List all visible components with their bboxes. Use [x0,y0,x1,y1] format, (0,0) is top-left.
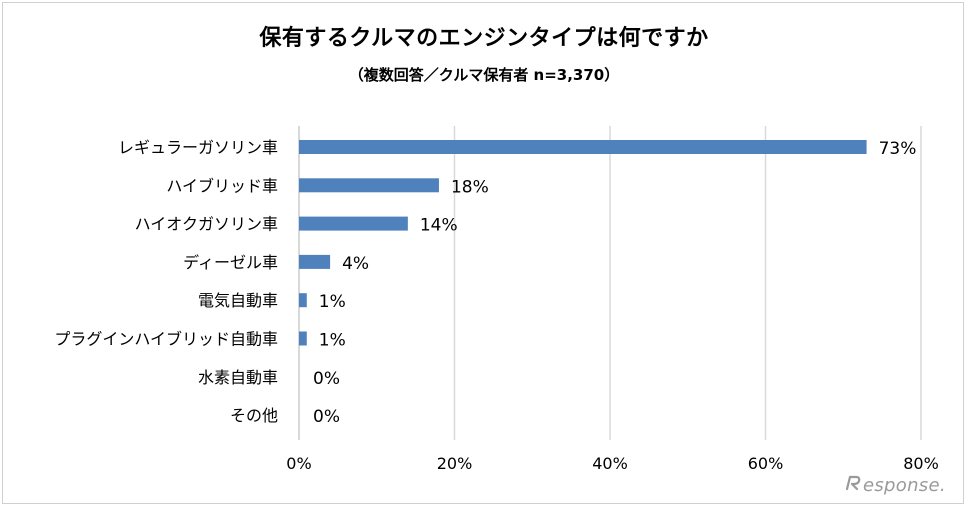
value-label: 1% [319,292,346,312]
value-labels: 73% 18% 14% 4% 1% 1% 0% 0% [313,139,916,427]
value-label: 0% [313,407,340,427]
category-labels: レギュラーガソリン車ハイブリッド車ハイオクガソリン車ディーゼル車電気自動車プラグ… [54,138,278,425]
chart-subtitle: （複数回答／クルマ保有者 n=3,370） [348,66,620,84]
category-label: プラグインハイブリッド自動車 [54,330,278,349]
bar [299,293,307,308]
response-watermark: esponse. [844,474,946,497]
value-label: 18% [451,177,489,197]
category-label: ハイオクガソリン車 [135,215,278,234]
bars [299,140,867,346]
x-tick-label: 80% [903,454,939,473]
category-label: 電気自動車 [198,291,278,310]
x-tick-label: 20% [437,454,473,473]
value-label: 14% [420,216,458,236]
bar [299,216,408,231]
category-label: ディーゼル車 [183,253,278,272]
bar [299,254,331,269]
category-label: ハイブリッド車 [166,176,278,195]
x-tick-label: 60% [748,454,784,473]
x-tick-label: 0% [286,454,311,473]
x-tick-label: 40% [592,454,628,473]
bar [299,331,307,346]
bar [299,178,439,193]
category-label: 水素自動車 [198,368,278,387]
watermark-text: esponse. [863,475,946,496]
value-label: 4% [342,254,369,274]
value-label: 0% [313,369,340,389]
chart-title: 保有するクルマのエンジンタイプは何ですか [259,26,709,51]
x-axis-tick-labels: 0% 20% 40% 60% 80% [286,454,938,473]
value-label: 73% [879,139,917,159]
value-label: 1% [319,331,346,351]
category-label: その他 [230,406,278,425]
response-logo-icon [844,474,862,497]
category-label: レギュラーガソリン車 [118,138,278,157]
grid-lines [298,126,922,440]
bar [299,140,867,154]
